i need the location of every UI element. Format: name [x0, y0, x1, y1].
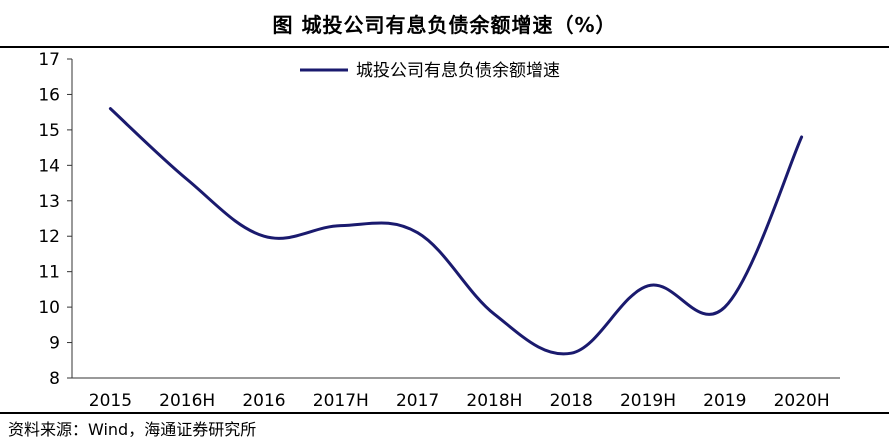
source-note: 资料来源：Wind，海通证券研究所	[8, 420, 257, 439]
x-axis-ticks: 2015 2016H 2016 2017H 2017 2018H 2018 2019H 2019…	[89, 391, 830, 411]
y-tick-label: 16	[38, 85, 60, 105]
x-tick-label: 2017H	[313, 391, 369, 411]
x-tick-label: 2020H	[774, 391, 830, 411]
series-layer	[108, 107, 804, 356]
x-tick-label: 2018H	[466, 391, 522, 411]
y-tick-label: 15	[38, 121, 60, 141]
chart-title: 图 城投公司有息负债余额增速（%）	[272, 12, 617, 37]
y-tick-label: 17	[38, 50, 60, 70]
y-tick-label: 11	[38, 263, 60, 283]
x-tick-label: 2016H	[159, 391, 215, 411]
y-tick-label: 14	[38, 156, 60, 176]
x-tick-label: 2017	[396, 391, 439, 411]
legend-label: 城投公司有息负债余额增速	[356, 61, 560, 81]
series-line	[108, 107, 804, 356]
y-tick-label: 12	[38, 227, 60, 247]
y-tick-label: 13	[38, 192, 60, 212]
y-tick-label: 10	[38, 298, 60, 318]
y-tick-label: 9	[49, 334, 60, 354]
title-divider	[0, 46, 889, 48]
y-tick-label: 8	[49, 369, 60, 389]
axes	[71, 59, 840, 379]
y-axis-ticks: 8 9 10 11 12 13 14 15 16 17	[38, 50, 72, 389]
legend: 城投公司有息负债余额增速	[300, 61, 560, 81]
source-divider	[0, 412, 889, 414]
x-tick-label: 2016	[242, 391, 285, 411]
x-tick-label: 2015	[89, 391, 132, 411]
x-tick-label: 2019	[703, 391, 746, 411]
x-tick-label: 2018	[550, 391, 593, 411]
x-tick-label: 2019H	[620, 391, 676, 411]
